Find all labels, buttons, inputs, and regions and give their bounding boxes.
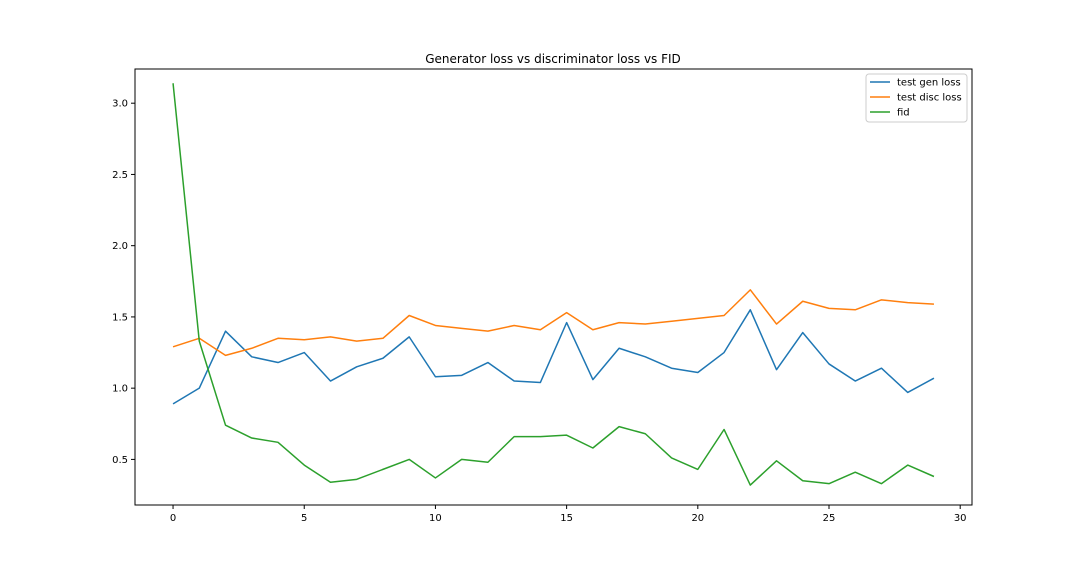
y-axis: 0.5 1.0 1.5 2.0 2.5 3.0 — [112, 99, 135, 466]
legend-frame — [865, 73, 968, 123]
y-tick-label: 3.0 — [112, 99, 128, 110]
legend-label: test disc loss — [897, 93, 962, 104]
legend: test gen loss test disc loss fid — [865, 73, 968, 123]
y-tick-label: 1.5 — [112, 312, 128, 323]
series-line-1 — [172, 309, 935, 405]
series-layer — [172, 83, 935, 486]
x-tick-label: 10 — [429, 513, 442, 524]
x-tick-label: 0 — [170, 513, 176, 524]
axes-frame — [134, 68, 973, 506]
x-axis: 0 5 10 15 20 25 30 — [170, 505, 967, 524]
y-tick-label: 2.0 — [112, 241, 128, 252]
y-tick-label: 0.5 — [112, 455, 128, 466]
x-tick-label: 5 — [301, 513, 307, 524]
y-tick-label: 2.5 — [112, 170, 128, 181]
x-tick-label: 15 — [560, 513, 573, 524]
x-tick-label: 30 — [954, 513, 967, 524]
series-line-3 — [172, 83, 935, 486]
legend-label: fid — [897, 108, 910, 119]
x-tick-label: 20 — [691, 513, 704, 524]
x-tick-label: 25 — [823, 513, 836, 524]
y-tick-label: 1.0 — [112, 384, 128, 395]
legend-label: test gen loss — [897, 78, 961, 89]
chart-title: Generator loss vs discriminator loss vs … — [425, 52, 681, 66]
series-line-2 — [172, 289, 934, 357]
